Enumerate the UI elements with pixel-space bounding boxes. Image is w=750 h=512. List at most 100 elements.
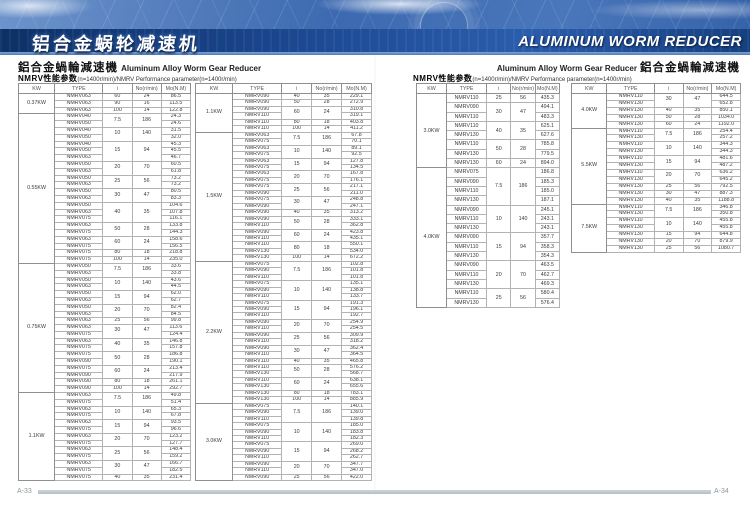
- table-row: NMRV130 354.3: [417, 251, 561, 262]
- cell-ratio: 100: [102, 106, 133, 115]
- table-row: NMRV110 100 14 411.2: [196, 125, 372, 133]
- table-row: NMRV130 25 56 1080.7: [572, 244, 741, 253]
- cell-ratio: 30: [653, 93, 684, 108]
- cell-speed: 28: [510, 139, 536, 160]
- cell-ratio: 15: [486, 232, 512, 262]
- cell-type: NMRV090: [446, 232, 488, 243]
- table-row: NMRV110 254.5: [196, 325, 372, 333]
- cell-type: NMRV130: [606, 196, 655, 205]
- cell-ratio: 25: [486, 288, 512, 308]
- cell-torque: 80.5: [160, 188, 192, 196]
- cell-speed: 186: [131, 113, 162, 128]
- cell-type: NMRV110: [446, 139, 488, 150]
- cell-type: NMRV075: [446, 167, 488, 178]
- table-row: NMRV075 10 140 185.0: [196, 422, 372, 443]
- cell-type: NMRV063: [54, 446, 104, 455]
- cell-speed: 186: [131, 392, 162, 407]
- cell-speed: 24: [311, 228, 343, 243]
- cell-ratio: 20: [281, 460, 313, 475]
- cell-ratio: 25: [281, 473, 313, 482]
- table-row: NMRV090 211.0: [196, 189, 372, 198]
- cell-speed: 186: [311, 131, 343, 146]
- cell-type: NMRV110: [446, 111, 488, 122]
- cell-torque: 792.5: [711, 182, 741, 191]
- cell-ratio: 7.5: [102, 392, 133, 407]
- cell-torque: 49.8: [160, 392, 192, 400]
- banner-title-chinese: 铝合金蜗轮减速机: [30, 34, 201, 54]
- table-row: NMRV090 30 47 362.4: [196, 344, 372, 359]
- cell-speed: 56: [131, 446, 162, 462]
- cell-ratio: 15: [281, 441, 313, 462]
- table-row: NMRV090 60 24 310.8: [196, 105, 372, 120]
- cell-torque: 133.7: [341, 293, 372, 301]
- cell-torque: 213.4: [160, 364, 192, 373]
- right-heading-chinese: 鋁合金蝸輪減速機: [640, 62, 740, 74]
- cell-torque: 625.1: [534, 120, 561, 132]
- cell-type: NMRV110: [231, 434, 283, 443]
- cell-torque: 127.7: [160, 439, 192, 448]
- cell-torque: 185.3: [534, 176, 561, 187]
- table-row: NMRV130 576.4: [417, 297, 561, 308]
- cell-ratio: 25: [653, 244, 684, 253]
- cell-ratio: 15: [281, 157, 313, 172]
- cell-speed: 35: [682, 196, 713, 205]
- cell-speed: 56: [510, 288, 536, 308]
- cell-speed: 24: [131, 93, 162, 101]
- cell-type: NMRV063: [54, 296, 104, 305]
- cell-speed: 56: [311, 473, 343, 482]
- cell-type: NMRV110: [231, 118, 283, 127]
- cell-type: NMRV040: [54, 113, 104, 122]
- cell-type: NMRV090: [231, 447, 283, 456]
- cell-speed: 94: [131, 140, 162, 162]
- cell-ratio: 10: [281, 422, 313, 443]
- table-row: NMRV110 139.8: [196, 415, 372, 424]
- cell-ratio: 10: [281, 280, 313, 301]
- cell-type: NMRV130: [606, 113, 655, 122]
- cell-torque: 248.8: [341, 196, 372, 204]
- cell-ratio: 10: [102, 276, 133, 292]
- cell-ratio: 60: [102, 235, 133, 251]
- cell-type: NMRV075: [231, 280, 283, 288]
- cell-type: NMRV075: [54, 330, 104, 339]
- cell-speed: 16: [131, 99, 162, 108]
- cell-type: NMRV075: [54, 466, 104, 475]
- cell-ratio: 10: [281, 144, 313, 159]
- cell-ratio: 7.5: [281, 260, 313, 282]
- column-header: TYPE: [231, 83, 283, 94]
- cell-speed: 94: [311, 441, 343, 462]
- cell-torque: 333.1: [341, 215, 372, 224]
- cell-torque: 1188.8: [711, 196, 741, 205]
- cell-type: NMRV063: [54, 310, 104, 319]
- left-page-heading: 鋁合金蝸輪減速機 Aluminum Alloy Worm Gear Reduce…: [18, 59, 261, 75]
- cell-type: NMRV063: [54, 154, 104, 162]
- cell-ratio: 30: [281, 344, 313, 359]
- cell-torque: 187.1: [534, 195, 561, 206]
- cell-speed: 47: [311, 196, 343, 211]
- cell-type: NMRV075: [54, 242, 104, 251]
- cell-torque: 146.8: [160, 337, 192, 346]
- cell-torque: 354.3: [534, 251, 561, 262]
- cell-ratio: 7.5: [653, 127, 684, 143]
- cell-torque: 257.2: [711, 134, 741, 143]
- table-row: NMRV063 10 140 65.3: [19, 405, 192, 421]
- cell-torque: 779.5: [534, 148, 561, 160]
- cell-ratio: 15: [281, 299, 313, 320]
- cell-type: NMRV090: [231, 318, 283, 327]
- cell-ratio: 30: [102, 188, 133, 203]
- cell-torque: 176.1: [341, 176, 372, 185]
- table-row: NMRV110 435.1: [196, 234, 372, 243]
- cell-speed: 70: [131, 160, 162, 176]
- cell-torque: 157.8: [160, 344, 192, 353]
- table-row: NMRV075 92.5: [196, 151, 372, 159]
- cell-torque: 107.8: [160, 208, 192, 217]
- cell-type: NMRV063: [231, 131, 283, 140]
- table-header-row: KW TYPE i No(r/min) Mo(N.M): [415, 83, 561, 94]
- cell-ratio: 7.5: [281, 402, 313, 424]
- cell-ratio: 60: [486, 158, 512, 169]
- cell-speed: 94: [311, 299, 343, 320]
- cell-ratio: 15: [102, 140, 133, 162]
- cell-ratio: 25: [281, 331, 313, 346]
- cell-type: NMRV063: [54, 432, 104, 441]
- cell-ratio: 25: [102, 317, 133, 326]
